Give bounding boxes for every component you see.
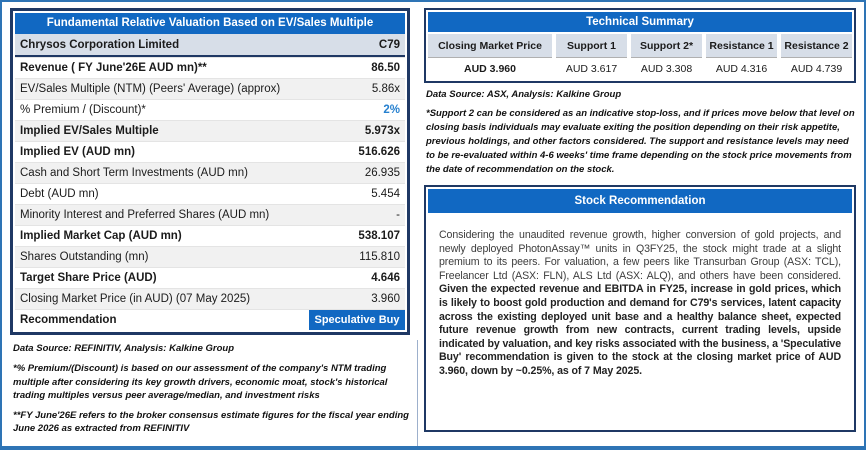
row-label: Debt (AUD mn) xyxy=(20,188,99,200)
technical-summary-title: Technical Summary xyxy=(428,12,852,32)
table-row-recommendation: Recommendation Speculative Buy xyxy=(15,309,405,330)
fy26-footnote: **FY June'26E refers to the broker conse… xyxy=(13,410,409,435)
row-label: Shares Outstanding (mn) xyxy=(20,251,149,263)
row-value: 516.626 xyxy=(358,146,400,158)
right-panel: Technical Summary Closing Market Price S… xyxy=(424,8,856,434)
row-label: Revenue ( FY June'26E AUD mn)** xyxy=(20,62,207,74)
data-source-note: Data Source: REFINITIV, Analysis: Kalkin… xyxy=(13,343,235,354)
support1-value: AUD 3.617 xyxy=(556,58,627,79)
row-value: 5.454 xyxy=(371,188,400,200)
row-value: 115.810 xyxy=(359,251,400,263)
table-row: Cash and Short Term Investments (AUD mn)… xyxy=(15,162,405,183)
row-label: % Premium / (Discount)* xyxy=(20,104,146,116)
technical-summary-grid: Closing Market Price Support 1 Support 2… xyxy=(428,34,852,79)
row-value: 5.973x xyxy=(364,125,400,137)
resistance2-value: AUD 4.739 xyxy=(781,58,852,79)
premium-value: 2% xyxy=(383,104,400,116)
table-row: Closing Market Price (in AUD) (07 May 20… xyxy=(15,288,405,309)
valuation-panel: Fundamental Relative Valuation Based on … xyxy=(10,8,410,443)
table-row: EV/Sales Multiple (NTM) (Peers' Average)… xyxy=(15,78,405,99)
company-name: Chrysos Corporation Limited xyxy=(20,38,180,51)
row-value: 5.86x xyxy=(371,83,400,95)
row-label: Implied Market Cap (AUD mn) xyxy=(20,230,182,242)
support2-value: AUD 3.308 xyxy=(631,58,702,79)
row-value: 26.935 xyxy=(364,167,400,179)
stock-recommendation-body: Considering the unaudited revenue growth… xyxy=(428,213,852,426)
row-label: Target Share Price (AUD) xyxy=(20,272,157,284)
column-divider xyxy=(417,340,418,446)
support2-footnote: *Support 2 can be considered as an indic… xyxy=(426,108,855,176)
valuation-table-title: Fundamental Relative Valuation Based on … xyxy=(15,13,405,34)
column-header: Support 1 xyxy=(556,34,627,58)
row-label: Implied EV (AUD mn) xyxy=(20,146,136,158)
table-row: Target Share Price (AUD) 4.646 xyxy=(15,267,405,288)
company-ticker: C79 xyxy=(378,38,400,51)
column-header: Resistance 2 xyxy=(781,34,852,58)
row-label: Closing Market Price (in AUD) (07 May 20… xyxy=(20,293,251,305)
stock-recommendation-title: Stock Recommendation xyxy=(428,189,852,213)
table-row: % Premium / (Discount)* 2% xyxy=(15,99,405,120)
table-row: Implied EV/Sales Multiple 5.973x xyxy=(15,120,405,141)
table-row: Debt (AUD mn) 5.454 xyxy=(15,183,405,204)
technical-summary-table: Technical Summary Closing Market Price S… xyxy=(424,8,856,83)
recommendation-bold-text: Given the expected revenue and EBITDA in… xyxy=(439,283,841,377)
resistance1-value: AUD 4.316 xyxy=(706,58,777,79)
row-label: Recommendation xyxy=(20,314,117,326)
closing-price-value: AUD 3.960 xyxy=(428,58,552,79)
table-row: Implied EV (AUD mn) 516.626 xyxy=(15,141,405,162)
row-label: Cash and Short Term Investments (AUD mn) xyxy=(20,167,248,179)
stock-recommendation-panel: Stock Recommendation Considering the una… xyxy=(424,185,856,432)
valuation-footnotes: Data Source: REFINITIV, Analysis: Kalkin… xyxy=(10,342,412,436)
column-header: Resistance 1 xyxy=(706,34,777,58)
row-label: Minority Interest and Preferred Shares (… xyxy=(20,209,270,221)
table-row: Minority Interest and Preferred Shares (… xyxy=(15,204,405,225)
table-row: Revenue ( FY June'26E AUD mn)** 86.50 xyxy=(15,57,405,78)
row-label: EV/Sales Multiple (NTM) (Peers' Average)… xyxy=(20,83,281,95)
row-value: - xyxy=(396,209,400,221)
table-row-company: Chrysos Corporation Limited C79 xyxy=(15,34,405,57)
recommendation-paragraph: Considering the unaudited revenue growth… xyxy=(439,229,841,379)
table-row: Implied Market Cap (AUD mn) 538.107 xyxy=(15,225,405,246)
row-value: 86.50 xyxy=(371,62,400,74)
recommendation-badge: Speculative Buy xyxy=(309,310,405,330)
technical-data-source-note: Data Source: ASX, Analysis: Kalkine Grou… xyxy=(426,89,622,100)
row-value: 538.107 xyxy=(358,230,400,242)
premium-footnote: *% Premium/(Discount) is based on our as… xyxy=(13,363,388,401)
row-value: 3.960 xyxy=(371,293,400,305)
table-row: Shares Outstanding (mn) 115.810 xyxy=(15,246,405,267)
row-value: 4.646 xyxy=(371,272,400,284)
recommendation-regular-text: Considering the unaudited revenue growth… xyxy=(439,229,841,282)
column-header: Support 2* xyxy=(631,34,702,58)
column-header: Closing Market Price xyxy=(428,34,552,58)
row-label: Implied EV/Sales Multiple xyxy=(20,125,159,137)
valuation-table: Fundamental Relative Valuation Based on … xyxy=(10,8,410,335)
